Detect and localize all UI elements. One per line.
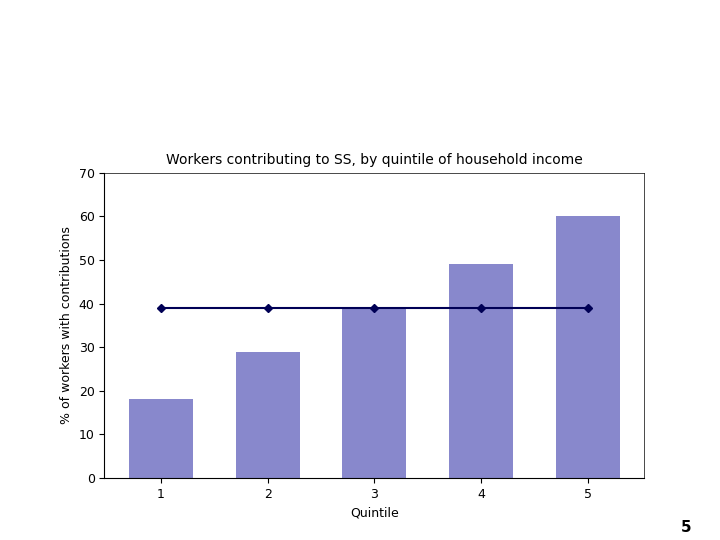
- X-axis label: Quintile: Quintile: [350, 506, 399, 519]
- Y-axis label: % of workers with contributions: % of workers with contributions: [60, 226, 73, 424]
- Bar: [235, 352, 300, 478]
- Text: America, c.2003): America, c.2003): [22, 59, 274, 85]
- Bar: [129, 400, 193, 478]
- Bar: [556, 217, 620, 478]
- FancyBboxPatch shape: [0, 97, 720, 540]
- Text: 5: 5: [680, 519, 691, 535]
- Title: Workers contributing to SS, by quintile of household income: Workers contributing to SS, by quintile …: [166, 153, 582, 167]
- Bar: [343, 308, 406, 478]
- Bar: [449, 265, 513, 478]
- Text: SS coverage by household income (Latin: SS coverage by household income (Latin: [22, 17, 625, 43]
